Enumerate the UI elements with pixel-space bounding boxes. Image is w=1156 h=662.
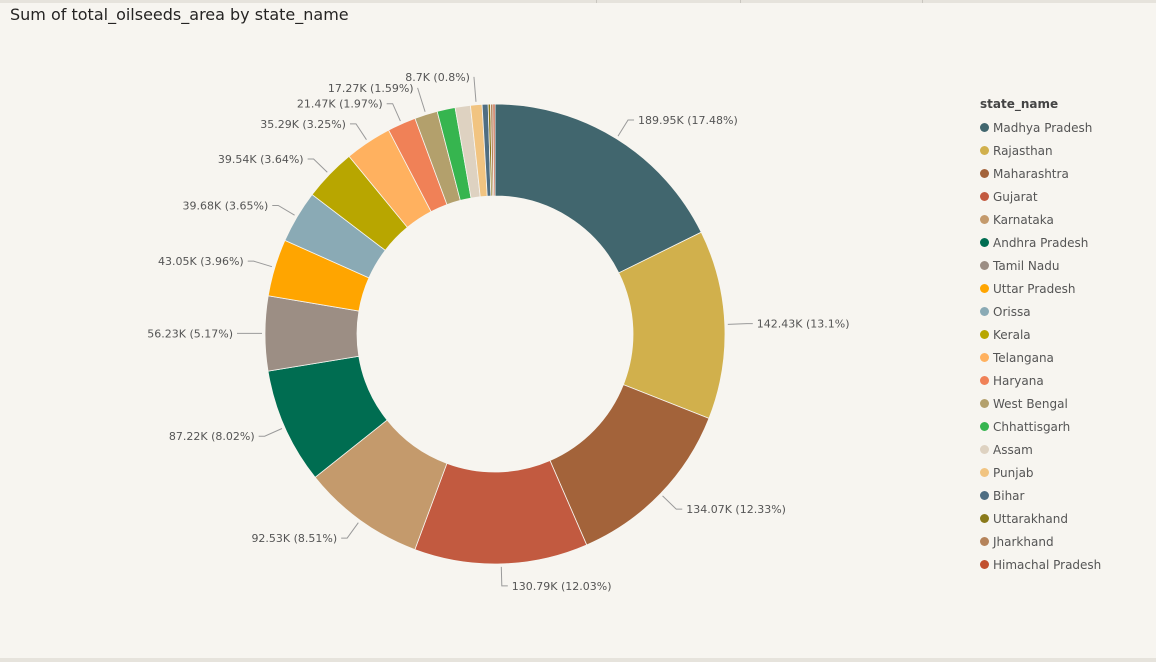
data-label-haryana: 21.47K (1.97%) xyxy=(297,98,383,111)
legend-swatch xyxy=(980,560,989,569)
legend-label: Karnataka xyxy=(993,212,1054,227)
top-edge-tick xyxy=(596,0,597,3)
legend-label: Assam xyxy=(993,442,1033,457)
leader-line-andhra-pradesh xyxy=(258,428,283,437)
leader-line-uttar-pradesh xyxy=(247,260,273,268)
slice-himachal-pradesh[interactable] xyxy=(492,103,496,197)
legend-label: Rajasthan xyxy=(993,143,1053,158)
leader-line-karnataka xyxy=(341,522,359,539)
legend-item-uttar-pradesh[interactable]: Uttar Pradesh xyxy=(980,277,1101,300)
legend-swatch xyxy=(980,399,989,408)
leader-line-telangana xyxy=(349,123,367,140)
legend-label: Andhra Pradesh xyxy=(993,235,1089,250)
legend-title: state_name xyxy=(980,97,1059,111)
legend-item-karnataka[interactable]: Karnataka xyxy=(980,208,1101,231)
legend-label: Madhya Pradesh xyxy=(993,120,1093,135)
legend-label: West Bengal xyxy=(993,396,1068,411)
legend-label: Orissa xyxy=(993,304,1031,319)
data-label-gujarat: 130.79K (12.03%) xyxy=(512,580,612,593)
legend-swatch xyxy=(980,146,989,155)
legend-swatch xyxy=(980,445,989,454)
bottom-edge xyxy=(0,658,1156,662)
legend-label: Bihar xyxy=(993,488,1025,503)
legend-item-haryana[interactable]: Haryana xyxy=(980,369,1101,392)
legend-label: Uttar Pradesh xyxy=(993,281,1076,296)
data-label-karnataka: 92.53K (8.51%) xyxy=(251,532,337,545)
data-label-telangana: 35.29K (3.25%) xyxy=(260,118,346,131)
data-label-andhra-pradesh: 87.22K (8.02%) xyxy=(169,430,255,443)
legend-swatch xyxy=(980,238,989,247)
legend-swatch xyxy=(980,307,989,316)
leader-line-maharashtra xyxy=(662,495,683,510)
legend-swatch xyxy=(980,192,989,201)
legend-label: Jharkhand xyxy=(993,534,1054,549)
data-label-madhya-pradesh: 189.95K (17.48%) xyxy=(638,114,738,127)
chart-title: Sum of total_oilseeds_area by state_name xyxy=(10,5,349,24)
legend-swatch xyxy=(980,353,989,362)
legend-label: Chhattisgarh xyxy=(993,419,1071,434)
slice-madhya-pradesh[interactable] xyxy=(494,103,702,274)
data-label-punjab: 8.7K (0.8%) xyxy=(405,71,470,84)
legend-label: Kerala xyxy=(993,327,1031,342)
top-edge xyxy=(0,0,1156,3)
legend-item-gujarat[interactable]: Gujarat xyxy=(980,185,1101,208)
legend-item-himachal-pradesh[interactable]: Himachal Pradesh xyxy=(980,553,1101,576)
legend-label: Haryana xyxy=(993,373,1044,388)
data-label-tamil-nadu: 56.23K (5.17%) xyxy=(147,327,233,340)
data-label-orissa: 39.68K (3.65%) xyxy=(183,199,269,212)
legend-label: Maharashtra xyxy=(993,166,1069,181)
legend-swatch xyxy=(980,491,989,500)
leader-line-madhya-pradesh xyxy=(617,119,635,137)
legend-item-madhya-pradesh[interactable]: Madhya Pradesh xyxy=(980,116,1101,139)
legend-swatch xyxy=(980,261,989,270)
legend-item-punjab[interactable]: Punjab xyxy=(980,461,1101,484)
legend-swatch xyxy=(980,537,989,546)
leader-line-orissa xyxy=(272,204,295,216)
legend-label: Himachal Pradesh xyxy=(993,557,1102,572)
legend-items: Madhya Pradesh Rajasthan Maharashtra Gujara… xyxy=(980,116,1101,576)
data-label-uttar-pradesh: 43.05K (3.96%) xyxy=(158,255,244,268)
leader-line-punjab xyxy=(473,76,477,102)
leader-line-haryana xyxy=(386,103,401,122)
leader-line-gujarat xyxy=(500,566,508,587)
legend-swatch xyxy=(980,514,989,523)
legend-swatch xyxy=(980,422,989,431)
legend-item-andhra-pradesh[interactable]: Andhra Pradesh xyxy=(980,231,1101,254)
legend-label: Punjab xyxy=(993,465,1034,480)
top-edge-tick xyxy=(922,0,923,3)
legend-swatch xyxy=(980,468,989,477)
data-label-maharashtra: 134.07K (12.33%) xyxy=(686,503,786,516)
data-label-kerala: 39.54K (3.64%) xyxy=(218,153,304,166)
legend-item-west-bengal[interactable]: West Bengal xyxy=(980,392,1101,415)
legend-label: Tamil Nadu xyxy=(993,258,1060,273)
leader-line-kerala xyxy=(307,158,328,173)
data-label-west-bengal: 17.27K (1.59%) xyxy=(328,82,414,95)
legend-swatch xyxy=(980,284,989,293)
legend-item-kerala[interactable]: Kerala xyxy=(980,323,1101,346)
legend-label: Telangana xyxy=(993,350,1054,365)
data-label-rajasthan: 142.43K (13.1%) xyxy=(757,318,850,331)
legend-swatch xyxy=(980,169,989,178)
legend-item-assam[interactable]: Assam xyxy=(980,438,1101,461)
legend-item-telangana[interactable]: Telangana xyxy=(980,346,1101,369)
legend-item-uttarakhand[interactable]: Uttarakhand xyxy=(980,507,1101,530)
legend-item-bihar[interactable]: Bihar xyxy=(980,484,1101,507)
legend-item-jharkhand[interactable]: Jharkhand xyxy=(980,530,1101,553)
leader-line-rajasthan xyxy=(727,323,753,325)
legend-label: Gujarat xyxy=(993,189,1038,204)
donut-chart: 189.95K (17.48%) 142.43K (13.1%) 134.07K (… xyxy=(147,71,850,593)
legend-item-chhattisgarh[interactable]: Chhattisgarh xyxy=(980,415,1101,438)
legend-item-rajasthan[interactable]: Rajasthan xyxy=(980,139,1101,162)
legend-swatch xyxy=(980,376,989,385)
legend-swatch xyxy=(980,330,989,339)
legend: state_name Madhya Pradesh Rajasthan Mahara… xyxy=(980,96,1101,576)
legend-swatch xyxy=(980,215,989,224)
legend-label: Uttarakhand xyxy=(993,511,1068,526)
legend-item-maharashtra[interactable]: Maharashtra xyxy=(980,162,1101,185)
legend-item-orissa[interactable]: Orissa xyxy=(980,300,1101,323)
legend-swatch xyxy=(980,123,989,132)
leader-line-west-bengal xyxy=(417,87,426,112)
top-edge-tick xyxy=(740,0,741,3)
legend-item-tamil-nadu[interactable]: Tamil Nadu xyxy=(980,254,1101,277)
